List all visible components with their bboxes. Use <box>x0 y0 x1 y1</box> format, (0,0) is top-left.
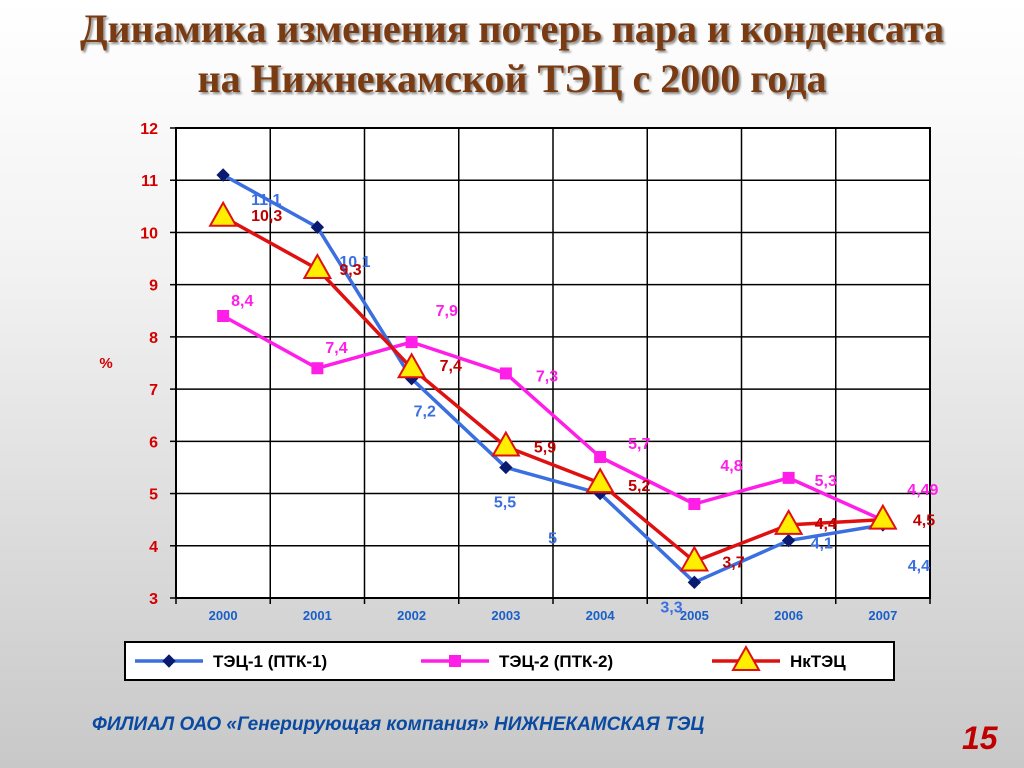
data-label: 5,7 <box>628 436 650 453</box>
series-line <box>222 215 883 564</box>
x-tick-label: 2007 <box>868 608 897 623</box>
data-label: 5,3 <box>815 473 837 490</box>
page-number: 15 <box>962 720 998 756</box>
data-label: 4,4 <box>908 558 930 575</box>
x-tick-label: 2002 <box>397 608 426 623</box>
series-marker <box>679 545 710 572</box>
y-tick-label: 7 <box>149 382 158 399</box>
legend-item: ТЭЦ-2 (ПТК-2) <box>421 652 613 671</box>
x-tick-label: 2003 <box>491 608 520 623</box>
series-marker <box>396 352 427 379</box>
data-label: 5,9 <box>534 440 556 457</box>
y-tick-label: 6 <box>149 434 158 451</box>
series-line <box>222 173 884 585</box>
series-marker <box>405 336 418 349</box>
series-marker <box>310 220 325 234</box>
data-label: 5 <box>548 531 557 548</box>
legend-item: НкТЭЦ <box>712 644 846 671</box>
data-label: 5,5 <box>494 494 516 511</box>
legend-item: ТЭЦ-1 (ПТК-1) <box>135 652 327 671</box>
data-label: 9,3 <box>339 262 361 279</box>
series-marker <box>216 168 230 182</box>
y-tick-label: 9 <box>149 278 158 295</box>
y-tick-label: 3 <box>149 591 158 608</box>
legend-marker <box>449 655 461 667</box>
legend-label: НкТЭЦ <box>790 652 846 671</box>
data-label: 4,5 <box>913 513 935 530</box>
data-label: 7,4 <box>440 358 462 375</box>
series-marker <box>499 460 513 475</box>
series-marker <box>688 498 701 510</box>
legend: ТЭЦ-1 (ПТК-1) ТЭЦ-2 (ПТК-2) НкТЭЦ <box>124 641 895 681</box>
y-tick-label: 10 <box>140 225 158 242</box>
series-marker <box>302 252 333 279</box>
data-label: 3,7 <box>722 554 744 571</box>
slide-title: Динамика изменения потерь пара и конденс… <box>0 4 1024 104</box>
legend-label: ТЭЦ-1 (ПТК-1) <box>213 652 327 671</box>
series-marker <box>868 503 898 530</box>
series-marker <box>499 367 512 380</box>
series-marker <box>594 451 607 463</box>
slide-title-line-2: на Нижнекамской ТЭЦ с 2000 года <box>197 56 827 101</box>
footer-company-name: ФИЛИАЛ ОАО «Генерирующая компания» НИЖНЕ… <box>92 714 705 735</box>
series-3 <box>208 200 898 572</box>
x-tick-label: 2005 <box>680 608 709 623</box>
series-line <box>222 314 884 522</box>
series-marker <box>773 508 804 535</box>
data-label: 10,3 <box>251 208 282 225</box>
data-label: 7,4 <box>325 340 347 357</box>
y-axis-label: % <box>99 355 112 372</box>
data-label: 3,3 <box>660 599 682 616</box>
series-marker <box>208 200 238 227</box>
y-tick-label: 8 <box>149 330 158 347</box>
legend-marker <box>731 644 761 671</box>
data-label: 4,8 <box>720 458 742 475</box>
series-marker <box>585 467 615 494</box>
data-label: 4,49 <box>907 482 938 499</box>
x-tick-label: 2004 <box>586 608 616 623</box>
legend-marker <box>162 654 176 668</box>
x-tick-label: 2001 <box>303 608 332 623</box>
data-label: 4,4 <box>815 516 837 533</box>
data-label: 10,1 <box>339 254 370 271</box>
series-marker <box>311 362 324 375</box>
series-marker <box>687 575 702 590</box>
slide-title-line-1: Динамика изменения потерь пара и конденс… <box>79 6 945 51</box>
data-label: 4,1 <box>811 536 833 553</box>
data-label: 7,9 <box>436 303 458 320</box>
data-label: 7,3 <box>536 368 558 385</box>
series-marker <box>491 430 521 457</box>
y-tick-label: 11 <box>141 173 158 190</box>
data-label: 7,2 <box>414 404 436 421</box>
x-tick-label: 2000 <box>209 608 238 623</box>
legend-label: ТЭЦ-2 (ПТК-2) <box>499 652 613 671</box>
data-label: 5,2 <box>628 478 650 495</box>
y-tick-label: 5 <box>149 487 158 504</box>
series-marker <box>782 471 795 484</box>
data-label: 8,4 <box>231 293 253 310</box>
y-tick-label: 12 <box>140 121 158 138</box>
series-1 <box>216 168 890 590</box>
series-marker <box>217 310 230 322</box>
data-label: 11,1 <box>251 192 281 209</box>
y-tick-label: 4 <box>149 539 158 556</box>
series-marker <box>781 533 796 548</box>
x-tick-label: 2006 <box>774 608 803 623</box>
